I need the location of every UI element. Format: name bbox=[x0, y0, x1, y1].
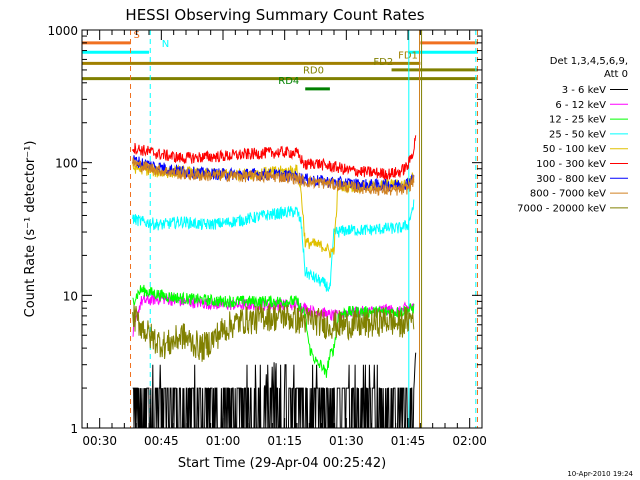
flag-label-n: N bbox=[162, 39, 169, 50]
series-line-100-300-kev bbox=[132, 135, 417, 181]
flag-label-rd4: RD4 bbox=[278, 76, 299, 87]
x-tick-label: 01:15 bbox=[267, 434, 302, 448]
x-tick-label: 01:45 bbox=[391, 434, 426, 448]
vertical-markers-layer bbox=[130, 30, 478, 428]
x-tick-label: 00:45 bbox=[144, 434, 179, 448]
x-tick-label: 00:30 bbox=[82, 434, 117, 448]
x-tick-label: 01:00 bbox=[206, 434, 241, 448]
series-line-7000-20000-kev bbox=[132, 303, 415, 362]
legend-label-6-12-kev: 6 - 12 keV bbox=[555, 100, 606, 111]
axes-layer: 00:30 00:45 01:00 01:15 01:30 01:45 02:00 1 10 10… bbox=[47, 24, 487, 448]
y-tick-label: 1 bbox=[70, 422, 78, 436]
series-layer bbox=[132, 135, 417, 429]
y-tick-label: 100 bbox=[55, 157, 78, 171]
flag-label-fd1: FD1 bbox=[398, 50, 418, 61]
flag-label-fd2: FD2 bbox=[373, 57, 393, 68]
legend-label-25-50-kev: 25 - 50 keV bbox=[549, 129, 606, 140]
timestamp: 10-Apr-2010 19:24 bbox=[567, 470, 633, 478]
x-tick-label: 02:00 bbox=[452, 434, 487, 448]
x-axis-label: Start Time (29-Apr-04 00:25:42) bbox=[178, 456, 386, 471]
flag-label-rd0: RD0 bbox=[303, 66, 324, 77]
x-tick-label: 01:30 bbox=[329, 434, 364, 448]
y-tick-label: 10 bbox=[63, 289, 78, 303]
flag-label-s: S bbox=[133, 30, 139, 41]
legend-subtitle: Att 0 bbox=[604, 69, 628, 80]
legend-label-50-100-kev: 50 - 100 keV bbox=[543, 144, 607, 155]
legend-label-100-300-kev: 100 - 300 keV bbox=[536, 159, 606, 170]
legend-title: Det 1,3,4,5,6,9, bbox=[550, 56, 628, 67]
legend: Det 1,3,4,5,6,9, Att 0 3 - 6 keV 6 - 12 keV… bbox=[517, 56, 628, 214]
plot-frame bbox=[81, 29, 483, 429]
legend-label-12-25-kev: 12 - 25 keV bbox=[549, 115, 606, 126]
y-axis-label: Count Rate (s⁻¹ detector⁻¹) bbox=[23, 141, 38, 318]
legend-label-3-6-kev: 3 - 6 keV bbox=[562, 85, 606, 96]
legend-label-800-7000-kev: 800 - 7000 keV bbox=[530, 189, 606, 200]
series-line-800-7000-kev bbox=[132, 157, 415, 196]
legend-label-300-800-kev: 300 - 800 keV bbox=[536, 174, 606, 185]
legend-label-7000-20000-kev: 7000 - 20000 keV bbox=[517, 203, 606, 214]
y-tick-label: 1000 bbox=[47, 24, 78, 38]
chart-title: HESSI Observing Summary Count Rates bbox=[125, 6, 424, 24]
series-line-25-50-kev bbox=[132, 199, 415, 292]
flags-layer: S N FD1 FD2 RD0 RD4 bbox=[82, 30, 478, 91]
